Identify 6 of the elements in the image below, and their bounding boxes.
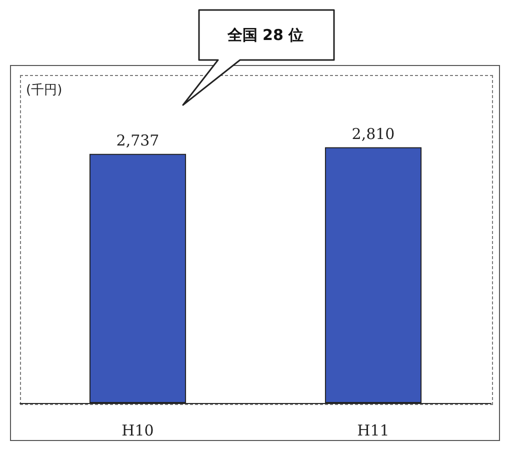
x-tick-label: H11 <box>357 422 390 440</box>
data-label: 2,810 <box>352 124 395 143</box>
x-tick-label: H10 <box>122 422 154 440</box>
y-axis-title: (千円) <box>26 83 62 98</box>
data-label: 2,737 <box>116 131 160 150</box>
text: 全国 28 位 <box>226 24 305 46</box>
